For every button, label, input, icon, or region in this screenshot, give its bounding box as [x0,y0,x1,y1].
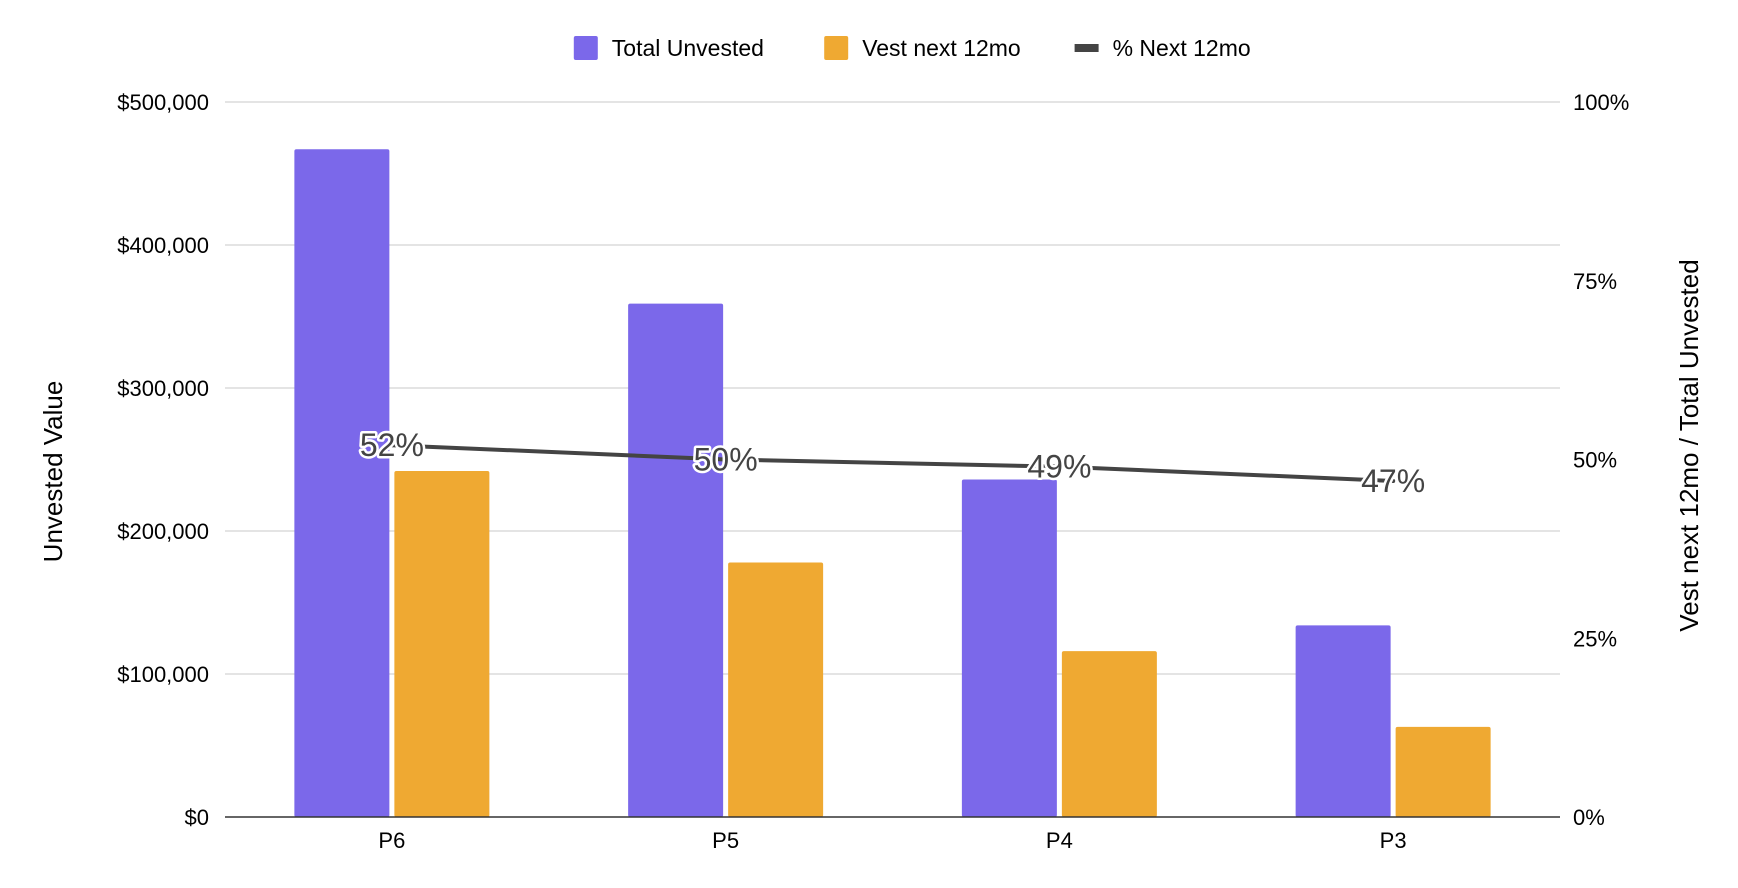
left-tick-label: $200,000 [117,519,209,544]
x-tick-label: P3 [1380,828,1407,853]
percent-data-labels: 52% 50% 49% 47% [357,425,1427,502]
bar-vest-next-12mo-p6 [394,470,490,817]
right-tick-label: 75% [1573,269,1617,294]
bar-total-unvested-p6 [294,149,390,817]
percent-point [389,443,394,448]
bar-total-unvested-p3 [1295,625,1391,817]
percent-data-label: 49% [1027,449,1091,485]
right-axis-title: Vest next 12mo / Total Unvested [1674,259,1704,631]
percent-line [389,443,1396,483]
right-tick-label: 0% [1573,805,1605,830]
left-tick-label: $0 [185,805,209,830]
right-tick-label: 100% [1573,90,1629,115]
percent-point [1391,478,1396,483]
legend-label-next-12mo: % Next 12mo [1113,35,1251,61]
x-tick-label: P5 [712,828,739,853]
right-tick-label: 50% [1573,448,1617,473]
legend-label-vest-next-12mo: Vest next 12mo [862,35,1021,61]
x-tick-label: P6 [378,828,405,853]
percent-data-label: 50% [694,442,758,478]
left-axis-ticks: $0 $100,000 $200,000 $300,000 $400,000 $500,0… [117,90,209,830]
bar-vest-next-12mo-p5 [728,562,824,817]
left-tick-label: $400,000 [117,233,209,258]
right-tick-label: 25% [1573,626,1617,651]
legend-label-total-unvested: Total Unvested [612,35,764,61]
right-axis-ticks: 0% 25% 50% 75% 100% [1573,90,1629,830]
bar-total-unvested-p5 [628,303,724,817]
percent-data-label: 47% [1361,463,1425,499]
bar-total-unvested-p4 [961,479,1057,817]
bar-vest-next-12mo-p3 [1395,726,1491,817]
percent-series-line [389,443,1396,483]
percent-point [723,457,728,462]
left-axis-title: Unvested Value [38,381,68,563]
x-tick-label: P4 [1046,828,1073,853]
bars [294,149,1491,817]
legend: Total Unvested Vest next 12mo % Next 12mo [573,35,1251,61]
left-tick-label: $500,000 [117,90,209,115]
x-axis-ticks: P6 P5 P4 P3 [378,828,1406,853]
percent-data-label: 52% [360,427,424,463]
percent-point [1057,464,1062,469]
bar-vest-next-12mo-p4 [1061,651,1157,817]
legend-swatch-total-unvested [573,36,598,60]
legend-swatch-vest-next-12mo [824,36,849,60]
left-tick-label: $300,000 [117,376,209,401]
legend-swatch-next-12mo [1074,44,1099,52]
left-tick-label: $100,000 [117,662,209,687]
